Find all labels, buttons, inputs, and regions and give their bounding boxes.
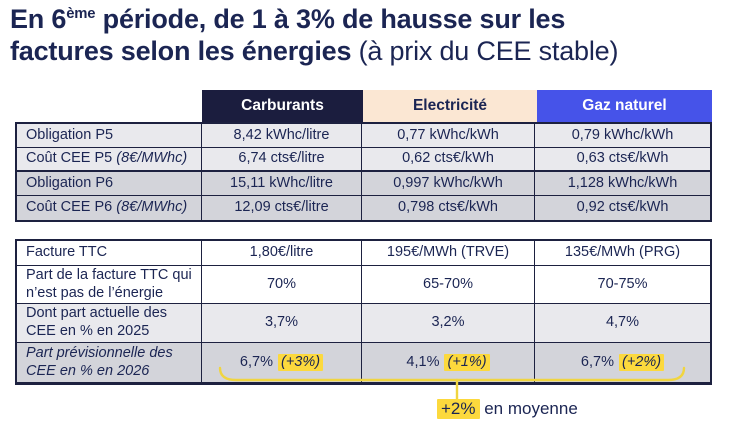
row-label: Part de la facture TTC qui n’est pas de …: [17, 266, 202, 303]
facture-table: Facture TTC 1,80€/litre 195€/MWh (TRVE) …: [15, 239, 712, 385]
row-label: Coût CEE P6 (8€/MWhc): [17, 196, 202, 220]
column-header-electricite: Electricité: [363, 90, 537, 122]
row-label: Part prévisionnelle des CEE en % en 2026: [17, 343, 202, 382]
value-cell: 65-70%: [362, 266, 535, 303]
value-cell: 0,77 kWhc/kWh: [362, 124, 535, 147]
average-highlight: +2%: [437, 399, 480, 419]
page-title: En 6ème période, de 1 à 3% de hausse sur…: [10, 4, 735, 68]
row-label: Dont part actuelle des CEE en % en 2025: [17, 304, 202, 342]
header-spacer: [15, 90, 202, 122]
column-header-gaz-naturel: Gaz naturel: [537, 90, 712, 122]
row-label: Coût CEE P5 (8€/MWhc): [17, 148, 202, 170]
title-line1: En 6ème période, de 1 à 3% de hausse sur…: [10, 4, 566, 34]
value-cell: 0,63 cts€/kWh: [576, 150, 669, 167]
value-cell: 0,79 kWhc/kWh: [571, 126, 674, 143]
value-cell: 70-75%: [597, 275, 648, 292]
table-row-part-previsionnelle-cee: Part prévisionnelle des CEE en % en 2026…: [17, 343, 710, 382]
title-subtitle: (à prix du CEE stable): [351, 35, 619, 66]
delta-badge: (+2%): [618, 353, 665, 372]
title-superscript: ème: [66, 6, 96, 22]
value-cell: 1,128 kWhc/kWh: [567, 174, 678, 191]
value-cell: 6,7% (+2%): [535, 343, 710, 382]
value-cell: 0,997 kWhc/kWh: [362, 172, 535, 195]
title-line2: factures selon les énergies (à prix du C…: [10, 35, 619, 66]
value-cell: 3,7%: [202, 304, 362, 342]
value-cell: 3,2%: [362, 304, 535, 342]
average-text: en moyenne: [479, 399, 578, 418]
average-annotation: +2% en moyenne: [437, 399, 578, 419]
row-label: Facture TTC: [17, 241, 202, 265]
value-cell: 6,74 cts€/litre: [202, 148, 362, 170]
value-cell: 4,1% (+1%): [362, 343, 535, 382]
row-label: Obligation P6: [17, 172, 202, 195]
table-row-obligation-p6: Obligation P6 15,11 kWhc/litre 0,997 kWh…: [17, 172, 710, 196]
delta-badge: (+1%): [444, 353, 490, 372]
value-cell: 1,80€/litre: [202, 241, 362, 265]
value-cell: 6,7% (+3%): [202, 343, 362, 382]
value-cell: 0,92 cts€/kWh: [576, 199, 669, 216]
value-cell: 15,11 kWhc/litre: [202, 172, 362, 195]
value-cell: 4,7%: [605, 314, 640, 331]
average-bracket: [218, 366, 686, 401]
value-cell: 195€/MWh (TRVE): [362, 241, 535, 265]
column-headers: Carburants Electricité Gaz naturel: [15, 90, 712, 122]
table-row-part-facture: Part de la facture TTC qui n’est pas de …: [17, 266, 710, 304]
table-row-cout-cee-p5: Coût CEE P5 (8€/MWhc) 6,74 cts€/litre 0,…: [17, 148, 710, 172]
value-cell: 0,62 cts€/kWh: [362, 148, 535, 170]
value-cell: 0,798 cts€/kWh: [362, 196, 535, 220]
obligation-table: Obligation P5 8,42 kWhc/litre 0,77 kWhc/…: [15, 122, 712, 222]
table-row-facture-ttc: Facture TTC 1,80€/litre 195€/MWh (TRVE) …: [17, 241, 710, 266]
value-cell: 135€/MWh (PRG): [564, 244, 681, 261]
row-label: Obligation P5: [17, 124, 202, 147]
table-row-obligation-p5: Obligation P5 8,42 kWhc/litre 0,77 kWhc/…: [17, 124, 710, 148]
value-cell: 12,09 cts€/litre: [202, 196, 362, 220]
table-row-cout-cee-p6: Coût CEE P6 (8€/MWhc) 12,09 cts€/litre 0…: [17, 196, 710, 220]
delta-badge: (+3%): [277, 353, 324, 372]
table-row-part-actuelle-cee: Dont part actuelle des CEE en % en 2025 …: [17, 304, 710, 343]
column-header-carburants: Carburants: [202, 90, 363, 122]
value-cell: 8,42 kWhc/litre: [202, 124, 362, 147]
value-cell: 70%: [202, 266, 362, 303]
